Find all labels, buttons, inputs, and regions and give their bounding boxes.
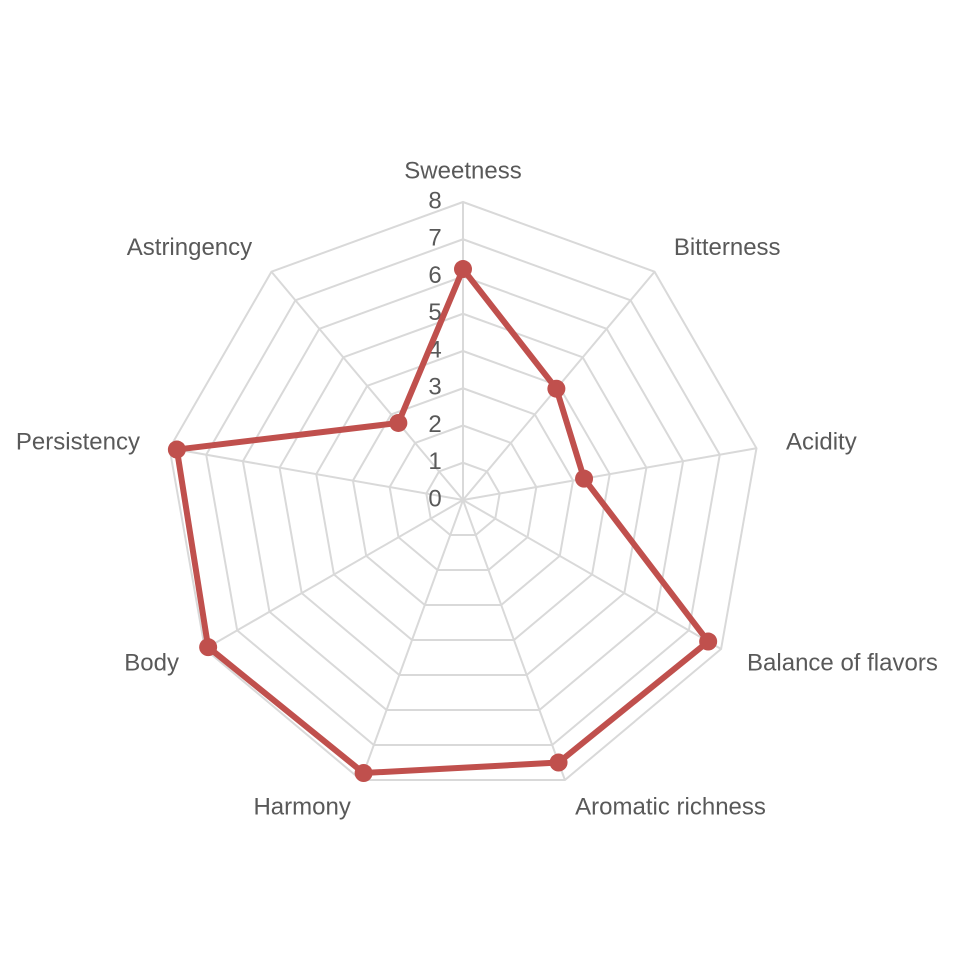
data-point	[389, 413, 408, 432]
r-tick-label: 0	[428, 485, 441, 512]
axis-spoke	[360, 499, 464, 781]
grid-line	[351, 387, 575, 607]
grid-line	[241, 275, 685, 712]
data-point	[454, 260, 472, 279]
axis-spoke	[462, 447, 757, 501]
r-tick-label: 2	[428, 411, 441, 438]
r-tick-label: 7	[428, 225, 441, 252]
grid-line	[205, 238, 721, 747]
grid-line	[388, 424, 538, 572]
r-tick-label: 3	[428, 374, 441, 401]
category-label: Bitterness	[674, 234, 781, 261]
category-label: Balance of flavors	[747, 649, 938, 676]
data-point	[199, 638, 218, 657]
axis-spoke	[169, 447, 464, 501]
grid-line	[278, 312, 648, 677]
data-point	[547, 379, 566, 398]
r-tick-label: 6	[428, 262, 441, 289]
r-tick-label: 8	[428, 187, 441, 214]
grid-line	[168, 200, 758, 782]
data-point	[167, 440, 186, 459]
data-point	[699, 632, 718, 651]
grid-line	[425, 461, 501, 537]
category-label: Sweetness	[404, 157, 521, 184]
category-label: Body	[124, 649, 179, 676]
r-tick-label: 1	[428, 448, 441, 475]
category-label: Acidity	[786, 428, 857, 455]
data-point	[354, 764, 373, 783]
axis-spoke	[462, 499, 566, 781]
category-label: Harmony	[253, 794, 350, 821]
data-point	[549, 753, 568, 772]
category-label: Persistency	[16, 428, 140, 455]
series-line	[173, 266, 712, 777]
data-point	[575, 469, 594, 488]
axis-spoke	[204, 499, 464, 650]
axis-spoke	[270, 271, 464, 501]
r-tick-label: 5	[428, 299, 441, 326]
category-label: Aromatic richness	[575, 794, 766, 821]
category-label: Astringency	[127, 234, 252, 261]
axis-spoke	[462, 499, 722, 650]
